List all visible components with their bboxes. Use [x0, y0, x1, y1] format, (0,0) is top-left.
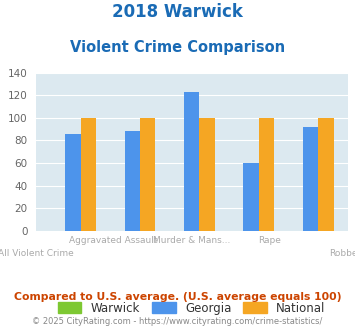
- Bar: [140, 118, 155, 231]
- Bar: [184, 92, 200, 231]
- Text: © 2025 CityRating.com - https://www.cityrating.com/crime-statistics/: © 2025 CityRating.com - https://www.city…: [32, 317, 323, 326]
- Text: Rape: Rape: [258, 236, 281, 245]
- Bar: [65, 134, 81, 231]
- Text: Robbery: Robbery: [329, 249, 355, 258]
- Bar: [318, 118, 334, 231]
- Text: Violent Crime Comparison: Violent Crime Comparison: [70, 40, 285, 54]
- Bar: [81, 118, 96, 231]
- Bar: [259, 118, 274, 231]
- Bar: [244, 163, 259, 231]
- Bar: [303, 127, 318, 231]
- Text: Murder & Mans...: Murder & Mans...: [153, 236, 230, 245]
- Bar: [200, 118, 215, 231]
- Text: Compared to U.S. average. (U.S. average equals 100): Compared to U.S. average. (U.S. average …: [14, 292, 341, 302]
- Text: All Violent Crime: All Violent Crime: [0, 249, 73, 258]
- Legend: Warwick, Georgia, National: Warwick, Georgia, National: [53, 297, 331, 319]
- Bar: [125, 131, 140, 231]
- Text: Aggravated Assault: Aggravated Assault: [69, 236, 158, 245]
- Text: 2018 Warwick: 2018 Warwick: [112, 3, 243, 21]
